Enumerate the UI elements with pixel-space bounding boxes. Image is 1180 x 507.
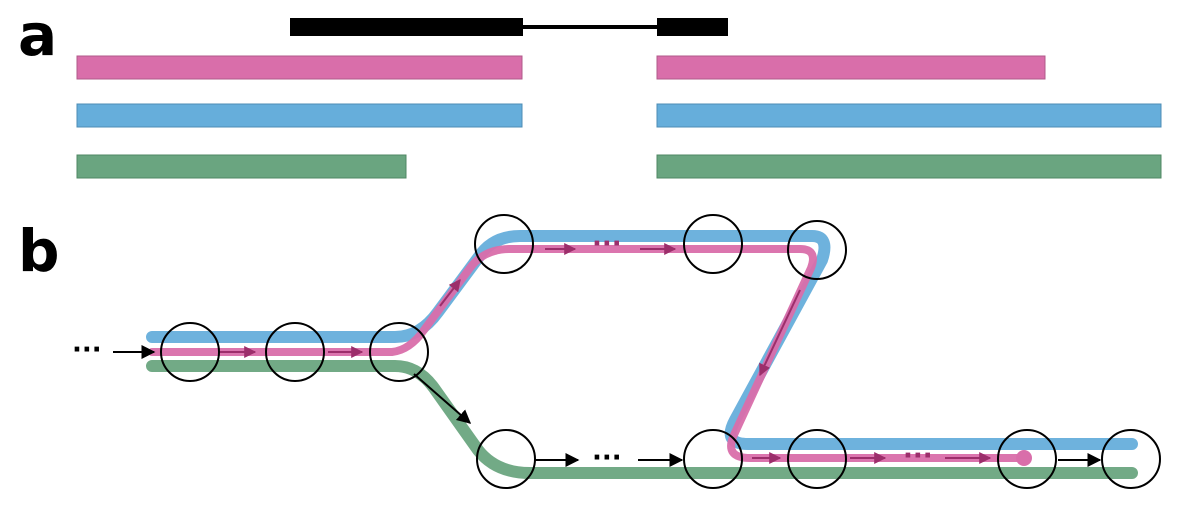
isoform-paths bbox=[146, 230, 1138, 479]
node bbox=[683, 429, 743, 489]
ellipsis-marks: ··· ··· ··· ··· bbox=[72, 229, 933, 473]
pink-arrows bbox=[220, 243, 992, 464]
gene-model bbox=[290, 18, 728, 36]
pink-isoform-left bbox=[76, 55, 523, 80]
node bbox=[474, 214, 534, 274]
panel-label-a: a bbox=[18, 1, 58, 69]
node bbox=[369, 322, 429, 382]
green-isoform-right bbox=[656, 154, 1162, 179]
blue-path bbox=[146, 230, 1138, 450]
pink-arrow bbox=[439, 279, 461, 307]
node bbox=[160, 322, 220, 382]
ellipsis-top: ··· bbox=[592, 229, 622, 259]
ellipsis-right: ··· bbox=[903, 441, 933, 471]
node bbox=[476, 429, 536, 489]
node bbox=[787, 429, 847, 489]
node bbox=[1101, 429, 1161, 489]
node bbox=[265, 322, 325, 382]
node bbox=[683, 214, 743, 274]
edge-arrow bbox=[413, 373, 472, 424]
gene-exon-1 bbox=[290, 18, 523, 36]
panel-label-b: b bbox=[18, 217, 60, 285]
blue-isoform-right bbox=[656, 103, 1162, 128]
pink-path-end-dot bbox=[1016, 450, 1032, 466]
isoform-bars bbox=[76, 55, 1162, 179]
ellipsis-start: ··· bbox=[72, 335, 102, 365]
pink-isoform-right bbox=[656, 55, 1046, 80]
node bbox=[787, 220, 847, 280]
pink-arrow bbox=[759, 289, 801, 377]
node bbox=[997, 429, 1057, 489]
gene-exon-2 bbox=[657, 18, 728, 36]
graph-edges bbox=[113, 345, 1102, 467]
pink-path bbox=[148, 245, 1026, 462]
graph-nodes bbox=[160, 214, 1161, 489]
ellipsis-bottom: ··· bbox=[592, 443, 622, 473]
blue-isoform-left bbox=[76, 103, 523, 128]
green-isoform-left bbox=[76, 154, 407, 179]
